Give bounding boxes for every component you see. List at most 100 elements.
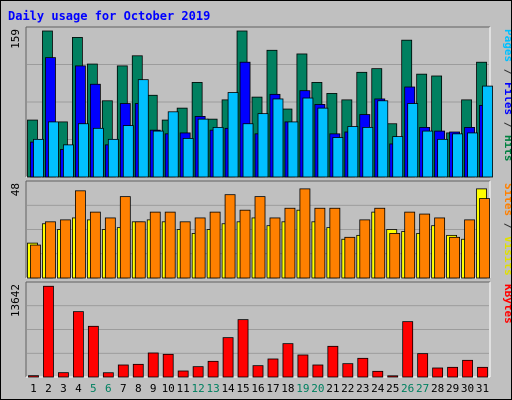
legend-part-hits-3: /: [502, 115, 511, 135]
legend-part-hits-2: Files: [502, 82, 511, 115]
bar-kbytes-day-13: [207, 360, 219, 378]
bar-sites-day-21: [329, 207, 341, 279]
bar-pages-day-1: [33, 138, 44, 178]
x-tick-label-day-31: 31: [476, 382, 489, 395]
bar-sites-day-7: [119, 196, 131, 279]
legend-part-visits-2: Visits: [502, 236, 511, 276]
bar-pages-day-7: [122, 125, 134, 178]
bar-pages-day-22: [347, 126, 359, 178]
bar-pages-day-5: [92, 127, 104, 178]
bar-pages-day-19: [302, 97, 314, 178]
x-tick-label-day-14: 14: [221, 382, 235, 395]
bar-pages-day-20: [317, 107, 329, 178]
bar-sites-day-29: [449, 236, 460, 279]
bar-pages-day-14: [227, 92, 239, 178]
x-tick-label-day-12: 12: [192, 382, 205, 395]
bar-pages-day-29: [452, 133, 463, 178]
bar-sites-day-20: [314, 207, 326, 279]
bar-kbytes-day-7: [117, 364, 129, 378]
bar-pages-day-15: [242, 123, 254, 178]
bar-pages-day-21: [332, 137, 344, 178]
bar-pages-day-10: [167, 111, 179, 178]
x-tick-label-day-4: 4: [75, 382, 82, 395]
bar-pages-day-16: [257, 113, 269, 178]
bar-pages-day-25: [392, 136, 404, 178]
x-tick-label-day-16: 16: [251, 382, 264, 395]
bar-sites-day-4: [75, 190, 86, 279]
bar-sites-day-16: [254, 196, 266, 279]
x-tick-label-day-30: 30: [461, 382, 474, 395]
bar-kbytes-day-25: [387, 375, 399, 378]
ymax-label-kbytes: 13642: [9, 284, 22, 317]
bar-pages-day-13: [212, 127, 224, 178]
x-tick-label-day-3: 3: [60, 382, 67, 395]
x-tick-label-day-8: 8: [135, 382, 142, 395]
bar-pages-day-4: [78, 123, 89, 178]
series-legend-visits: Sites / Visits: [502, 183, 511, 276]
series-legend-kbytes: KBytes: [502, 284, 511, 324]
bar-sites-day-9: [149, 211, 161, 279]
bar-pages-day-9: [152, 130, 164, 178]
x-tick-label-day-6: 6: [105, 382, 112, 395]
panel-kbytes: 13642 KBytes: [9, 281, 511, 378]
legend-part-hits-1: /: [502, 62, 511, 82]
x-tick-label-day-10: 10: [162, 382, 175, 395]
x-tick-label-day-18: 18: [281, 382, 294, 395]
bar-sites-day-28: [434, 217, 446, 279]
x-tick-label-day-5: 5: [90, 382, 97, 395]
bar-kbytes-day-28: [432, 367, 444, 378]
bar-kbytes-day-11: [177, 370, 189, 378]
x-tick-label-day-1: 1: [30, 382, 37, 395]
bar-kbytes-day-16: [252, 365, 264, 378]
legend-part-visits-1: /: [502, 216, 511, 236]
x-tick-label-day-22: 22: [341, 382, 354, 395]
legend-part-hits-4: Hits: [502, 135, 511, 162]
chart-title: Daily usage for October 2019: [8, 9, 210, 23]
bar-kbytes-day-20: [312, 364, 324, 378]
bar-sites-day-31: [479, 198, 490, 279]
x-tick-label-day-29: 29: [446, 382, 459, 395]
bar-kbytes-day-10: [162, 353, 174, 378]
bar-kbytes-day-23: [357, 357, 369, 378]
bar-sites-day-27: [419, 213, 431, 279]
bar-pages-day-28: [437, 138, 449, 178]
bar-kbytes-day-29: [447, 366, 458, 378]
x-tick-label-day-11: 11: [177, 382, 190, 395]
bar-sites-day-14: [224, 194, 236, 279]
bar-sites-day-11: [179, 221, 191, 279]
bar-kbytes-day-17: [267, 358, 279, 378]
x-tick-label-day-23: 23: [356, 382, 369, 395]
bar-sites-day-1: [30, 244, 41, 279]
bar-kbytes-day-8: [132, 363, 144, 378]
bar-pages-day-3: [63, 144, 74, 178]
bar-kbytes-day-27: [417, 353, 429, 378]
x-tick-label-day-19: 19: [296, 382, 309, 395]
bar-sites-day-2: [45, 221, 56, 279]
x-axis-labels: 1 2 3 4 5 6 7 8 9 10 11 12 13 14 15 16 17 18 19 20 21 22 23 24 2…: [30, 382, 489, 395]
bar-pages-day-2: [48, 121, 59, 178]
legend-part-kbytes-0: KBytes: [502, 284, 511, 324]
bar-pages-day-30: [467, 132, 478, 178]
bar-kbytes-day-21: [327, 345, 339, 378]
bar-sites-day-12: [194, 217, 206, 279]
x-tick-label-day-17: 17: [266, 382, 279, 395]
x-tick-label-day-13: 13: [206, 382, 219, 395]
bar-kbytes-day-19: [297, 354, 309, 378]
bar-sites-day-5: [89, 211, 101, 279]
ymax-label-hits: 159: [9, 29, 22, 49]
x-tick-label-day-21: 21: [326, 382, 339, 395]
bar-pages-day-11: [182, 138, 194, 178]
series-legend-hits: Pages / Files / Hits: [502, 29, 511, 162]
x-tick-label-day-2: 2: [45, 382, 52, 395]
bar-kbytes-day-6: [102, 372, 114, 378]
bar-sites-day-22: [344, 236, 356, 279]
legend-part-hits-0: Pages: [502, 29, 511, 62]
x-tick-label-day-9: 9: [150, 382, 157, 395]
bar-kbytes-day-15: [237, 319, 249, 378]
bar-sites-day-17: [269, 217, 281, 279]
bar-pages-day-17: [272, 98, 284, 178]
bar-sites-day-19: [299, 188, 311, 279]
bar-sites-day-8: [134, 221, 146, 279]
